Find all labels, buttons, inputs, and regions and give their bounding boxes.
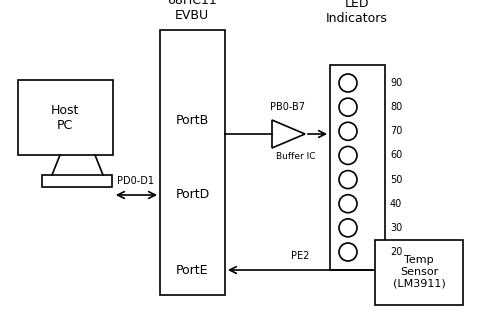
- Text: Host
PC: Host PC: [51, 104, 79, 132]
- Text: 90: 90: [389, 78, 401, 88]
- Text: Temp
Sensor
(LM3911): Temp Sensor (LM3911): [392, 255, 444, 289]
- Circle shape: [338, 243, 356, 261]
- Circle shape: [338, 147, 356, 164]
- Bar: [160, 30, 225, 295]
- Circle shape: [338, 122, 356, 140]
- Text: PE2: PE2: [290, 251, 308, 261]
- Text: PB0-B7: PB0-B7: [270, 102, 304, 112]
- Text: 80: 80: [389, 102, 401, 112]
- Circle shape: [338, 98, 356, 116]
- Circle shape: [338, 74, 356, 92]
- Bar: [18, 80, 113, 155]
- Bar: [329, 65, 384, 270]
- Text: PortE: PortE: [176, 263, 208, 277]
- Text: PortB: PortB: [176, 114, 209, 126]
- Text: 20: 20: [389, 247, 402, 257]
- Circle shape: [338, 219, 356, 237]
- Text: 30: 30: [389, 223, 401, 233]
- Text: 40: 40: [389, 199, 401, 209]
- Text: LED
Indicators: LED Indicators: [325, 0, 387, 25]
- Text: PortD: PortD: [175, 188, 209, 202]
- Text: 50: 50: [389, 175, 402, 184]
- Text: 68HC11
EVBU: 68HC11 EVBU: [167, 0, 216, 22]
- Text: PD0-D1: PD0-D1: [117, 176, 154, 186]
- Bar: [374, 240, 462, 305]
- Bar: [42, 175, 112, 187]
- Circle shape: [338, 195, 356, 213]
- Text: 70: 70: [389, 126, 402, 136]
- Text: Buffer IC: Buffer IC: [275, 152, 315, 161]
- Text: 60: 60: [389, 150, 401, 160]
- Circle shape: [338, 171, 356, 188]
- Polygon shape: [272, 120, 304, 148]
